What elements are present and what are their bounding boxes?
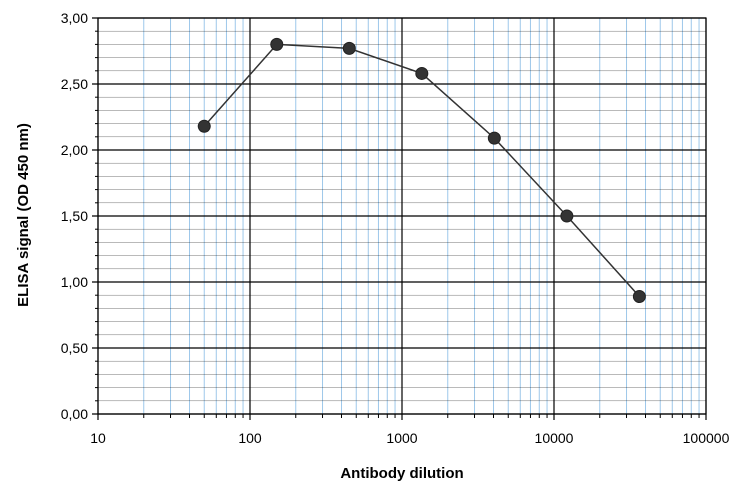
plot-frame	[97, 17, 707, 415]
y-tick-label: 2,00	[61, 142, 88, 158]
series-line	[203, 43, 640, 298]
data-point	[415, 66, 429, 80]
data-point	[560, 209, 574, 223]
label-layer: 0,00 0,50 1,00 1,50 2,00 2,50 3,00 10 100 1000 100…	[61, 10, 730, 446]
x-axis-title: Antibody dilution	[340, 465, 463, 482]
data-point	[342, 41, 356, 55]
y-tick-label: 1,00	[61, 274, 88, 290]
data-point	[487, 131, 501, 145]
y-tick-label: 1,50	[61, 208, 88, 224]
axis-layer	[95, 17, 707, 418]
x-tick-label: 100	[238, 430, 262, 446]
y-axis-title: ELISA signal (OD 450 nm)	[15, 123, 32, 307]
grid-layer	[92, 17, 707, 420]
x-tick-label: 10	[90, 430, 106, 446]
y-tick-label: 3,00	[61, 10, 88, 26]
series-layer	[197, 37, 646, 304]
y-tick-label: 0,50	[61, 340, 88, 356]
data-point	[270, 37, 284, 51]
y-tick-label: 2,50	[61, 76, 88, 92]
x-tick-label: 1000	[386, 430, 417, 446]
y-tick-label: 0,00	[61, 406, 88, 422]
data-point	[632, 290, 646, 304]
x-tick-label: 100000	[683, 430, 730, 446]
data-point	[197, 119, 211, 133]
x-tick-label: 10000	[535, 430, 574, 446]
